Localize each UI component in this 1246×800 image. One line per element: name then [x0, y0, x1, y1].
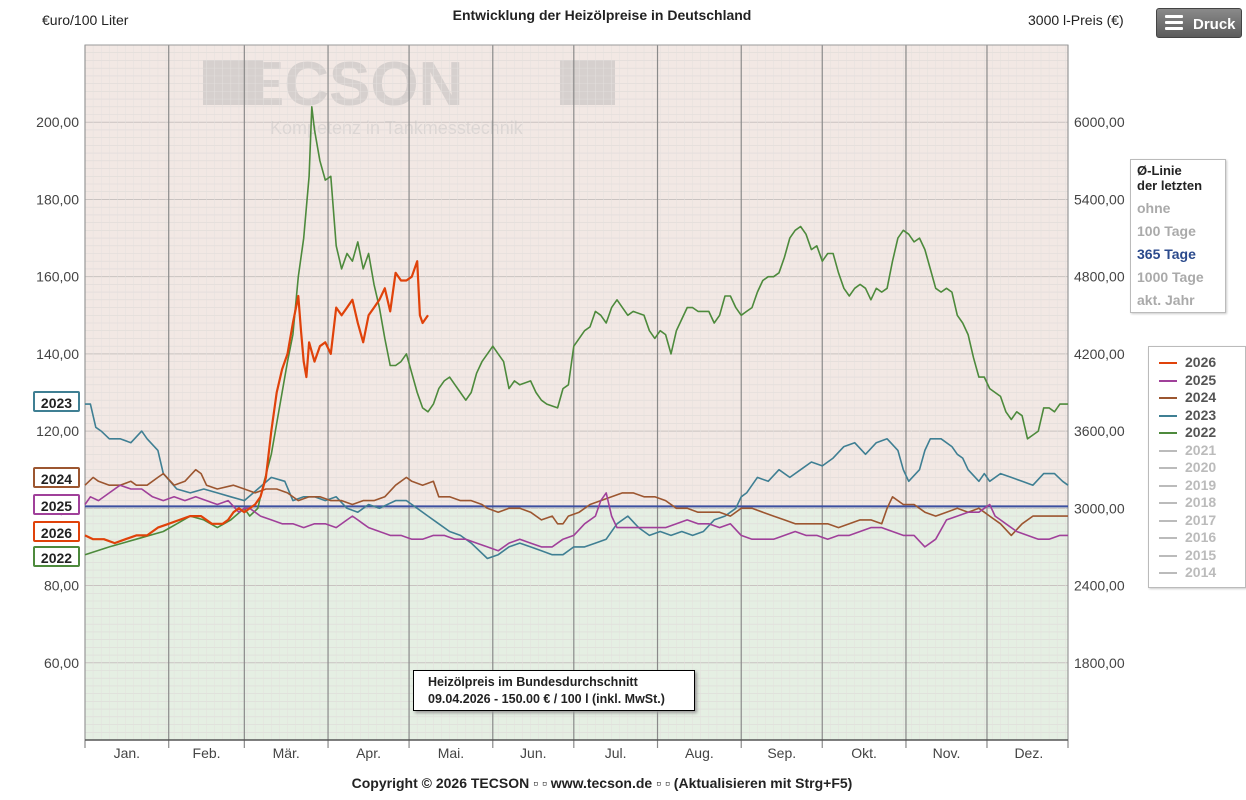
legend-label: 2017: [1185, 511, 1217, 528]
year-label-2024: 2024: [33, 467, 80, 488]
legend-swatch: [1159, 537, 1177, 539]
y-tick-label-left: 120,00: [36, 423, 79, 439]
y-tick-label-right: 3000,00: [1074, 500, 1125, 516]
y-tick-label-right: 3600,00: [1074, 423, 1125, 439]
series-line-2022: [84, 106, 1068, 556]
month-label: Feb.: [193, 745, 221, 761]
y-tick-label-right: 4800,00: [1074, 269, 1125, 285]
legend-label: 2025: [1185, 371, 1217, 388]
y-tick-label-left: 140,00: [36, 346, 79, 362]
month-label: Dez.: [1014, 745, 1043, 761]
info-tooltip: Heizölpreis im Bundesdurchschnitt 09.04.…: [413, 670, 695, 711]
avg-option-100-tage[interactable]: 100 Tage: [1137, 223, 1196, 239]
legend-swatch: [1159, 379, 1177, 382]
legend: 2026 2025 2024 2023 2022 2021 2020 2019 2018 2017…: [1148, 346, 1246, 588]
month-label: Mai.: [438, 745, 464, 761]
legend-swatch: [1159, 467, 1177, 469]
legend-swatch: [1159, 502, 1177, 504]
right-axis-label: 3000 l-Preis (€): [1028, 12, 1124, 28]
y-tick-label-left: 60,00: [44, 655, 79, 671]
y-tick-label-right: 4200,00: [1074, 346, 1125, 362]
legend-label: 2020: [1185, 459, 1217, 475]
legend-label: 2022: [1185, 424, 1217, 440]
legend-swatch: [1159, 414, 1177, 417]
y-tick-label-right: 6000,00: [1074, 114, 1125, 130]
y-tick-label-right: 1800,00: [1074, 655, 1125, 671]
legend-swatch: [1159, 432, 1177, 434]
month-label: Okt.: [851, 745, 877, 761]
legend-label: 2015: [1185, 546, 1217, 563]
legend-label: 2019: [1185, 476, 1217, 493]
legend-swatch: [1159, 397, 1177, 399]
average-line-panel: Ø-Linie der letzten ohne 100 Tage 365 Ta…: [1130, 159, 1226, 313]
legend-label: 2023: [1185, 406, 1217, 423]
year-label-2023: 2023: [33, 391, 80, 412]
watermark-block-left: [203, 60, 263, 105]
series-line-2026: [84, 260, 429, 545]
month-label: Sep.: [767, 745, 796, 761]
menu-icon: [1165, 15, 1183, 33]
series-line-2023: [85, 403, 1069, 560]
legend-swatch: [1159, 484, 1177, 487]
legend-swatch: [1159, 572, 1177, 574]
avg-option-365-tage[interactable]: 365 Tage: [1137, 246, 1196, 262]
legend-swatch: [1159, 554, 1177, 557]
copyright: Copyright © 2026 TECSON ▫ ▫ www.tecson.d…: [351, 775, 853, 791]
year-label-2026: 2026: [33, 521, 80, 542]
legend-label: 2016: [1185, 529, 1217, 545]
month-label: Apr.: [356, 745, 381, 761]
month-label: Jul.: [605, 745, 627, 761]
avg-option-ohne[interactable]: ohne: [1137, 200, 1171, 216]
y-tick-label-right: 2400,00: [1074, 578, 1125, 594]
year-label-2022: 2022: [33, 546, 80, 567]
average-panel-title-line2: der letzten: [1137, 178, 1203, 193]
average-panel-title-line1: Ø-Linie: [1137, 163, 1182, 178]
month-label: Mär.: [273, 745, 300, 761]
print-button[interactable]: Druck: [1156, 8, 1242, 38]
chart-title: Entwicklung der Heizölpreise in Deutschl…: [452, 7, 752, 23]
left-axis-label: €uro/100 Liter: [42, 12, 129, 28]
month-label: Aug.: [685, 745, 714, 761]
avg-option-akt-jahr[interactable]: akt. Jahr: [1137, 292, 1195, 308]
legend-label: 2021: [1185, 441, 1217, 458]
watermark-tagline: Kompetenz in Tankmesstechnik: [270, 118, 524, 138]
month-label: Jun.: [520, 745, 546, 761]
info-tooltip-line1: Heizölpreis im Bundesdurchschnitt: [428, 675, 638, 689]
print-button-label: Druck: [1193, 16, 1236, 33]
y-tick-label-left: 80,00: [44, 578, 79, 594]
legend-label: 2014: [1185, 564, 1217, 580]
y-tick-label-right: 5400,00: [1074, 191, 1125, 207]
legend-label: 2018: [1185, 494, 1217, 510]
average-panel-title: Ø-Linie der letzten: [1137, 163, 1202, 193]
y-tick-label-left: 180,00: [36, 191, 79, 207]
month-label: Jan.: [114, 745, 140, 761]
legend-label: 2024: [1185, 389, 1217, 405]
legend-swatch: [1159, 362, 1177, 364]
legend-label: 2026: [1185, 354, 1217, 370]
legend-swatch: [1159, 519, 1177, 522]
series-line-2024: [84, 468, 1068, 537]
month-label: Nov.: [933, 745, 961, 761]
year-label-2025: 2025: [33, 494, 80, 515]
y-tick-label-left: 160,00: [36, 269, 79, 285]
y-tick-label-left: 200,00: [36, 114, 79, 130]
info-tooltip-line2: 09.04.2026 - 150.00 € / 100 l (inkl. MwS…: [428, 692, 665, 706]
legend-swatch: [1159, 449, 1177, 452]
avg-option-1000-tage[interactable]: 1000 Tage: [1137, 269, 1204, 285]
